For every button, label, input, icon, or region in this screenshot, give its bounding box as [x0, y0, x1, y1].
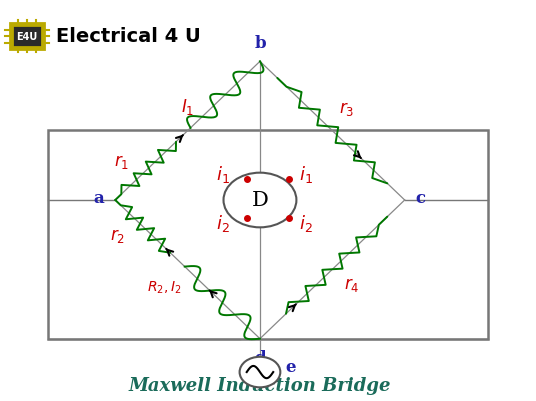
- Text: $i_1$: $i_1$: [215, 164, 229, 185]
- Bar: [10, 24, 44, 50]
- FancyBboxPatch shape: [12, 26, 42, 48]
- Text: Electrical 4 U: Electrical 4 U: [56, 27, 201, 47]
- Text: $i_2$: $i_2$: [215, 212, 229, 233]
- Text: $i_1$: $i_1$: [299, 164, 312, 185]
- Text: c: c: [415, 190, 426, 207]
- Text: $R_2,I_2$: $R_2,I_2$: [147, 279, 182, 296]
- Text: $r_1$: $r_1$: [114, 153, 130, 171]
- Text: $I_1$: $I_1$: [181, 97, 195, 117]
- Text: Maxwell Induction Bridge: Maxwell Induction Bridge: [129, 376, 391, 394]
- Circle shape: [240, 357, 280, 387]
- Text: $r_4$: $r_4$: [344, 275, 360, 294]
- Circle shape: [224, 173, 296, 228]
- Text: D: D: [251, 191, 269, 210]
- Text: d: d: [254, 349, 266, 366]
- Text: $i_2$: $i_2$: [299, 212, 312, 233]
- Text: $r_3$: $r_3$: [339, 99, 354, 117]
- Text: a: a: [94, 190, 105, 207]
- Text: E4U: E4U: [17, 32, 38, 42]
- Bar: [48, 130, 488, 339]
- Text: $r_2$: $r_2$: [110, 226, 125, 244]
- Text: e: e: [286, 358, 296, 375]
- Text: b: b: [254, 35, 266, 52]
